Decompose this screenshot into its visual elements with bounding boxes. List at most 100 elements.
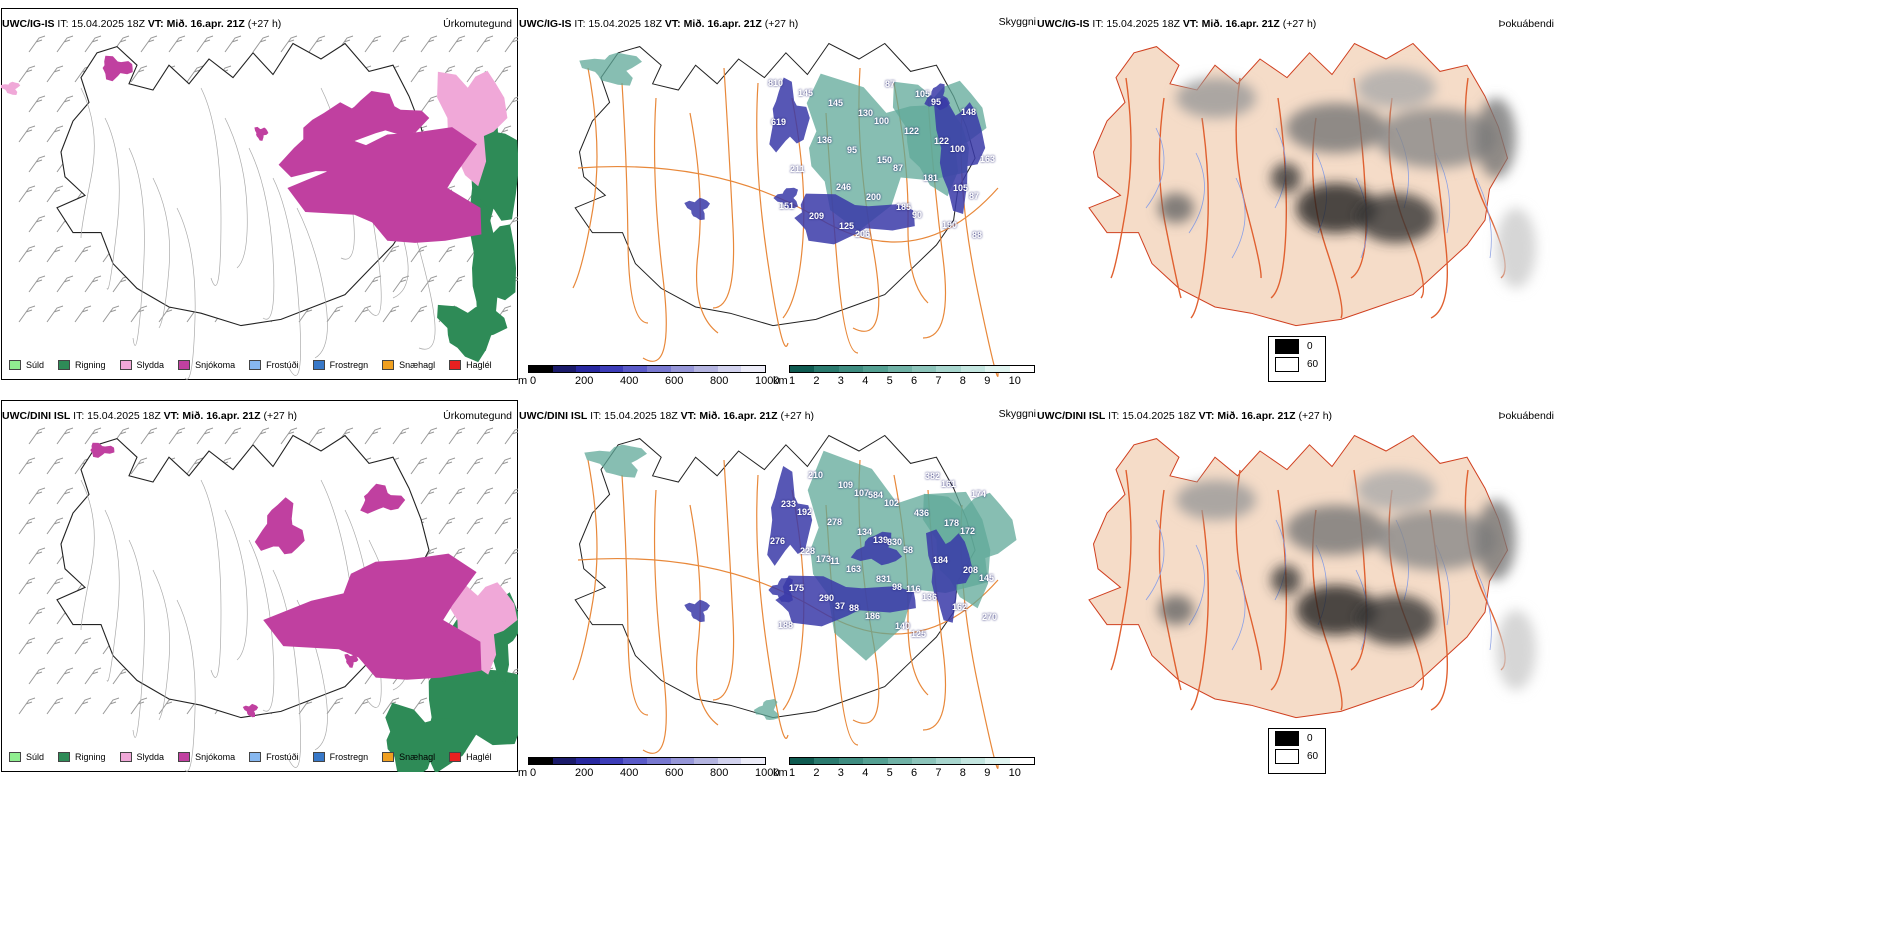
panel-title: UWC/IG-IS IT: 15.04.2025 18Z VT: Mið. 16… [519,18,798,30]
fog-indicator-panel: UWC/DINI ISL IT: 15.04.2025 18Z VT: Mið.… [1036,400,1556,772]
colorbar-tick: 8 [959,767,966,779]
cloud-base-value: 105 [953,183,969,193]
colorbar-tick: 600 [665,767,684,779]
legend-swatch [58,360,71,370]
cloud-base-value: 192 [797,507,813,517]
colorbar-tick: 200 [575,767,594,779]
legend-item: 60 [1269,747,1325,765]
panel-title: UWC/DINI ISL IT: 15.04.2025 18Z VT: Mið.… [519,410,814,422]
legend-swatch [312,752,325,762]
lead-time: (+27 h) [263,410,298,422]
snow-area [344,653,359,668]
cloud-base-value: 102 [884,498,900,508]
colorbar-tick: 200 [575,375,594,387]
low-visibility-area [753,698,778,720]
legend-item: Slydda [119,360,164,370]
legend-item: Haglél [449,360,492,370]
panel-title: UWC/DINI ISL IT: 15.04.2025 18Z VT: Mið.… [1037,410,1332,422]
cloud-base-value: 200 [866,192,882,202]
cloud-base-value: 163 [846,564,862,574]
cloud-base-value: 208 [963,565,979,575]
colorbar-tick: 10 [1008,375,1021,387]
colorbar-tick: 2 [813,767,820,779]
model-name: UWC/IG-IS [2,18,55,30]
cloud-base-value: 58 [903,545,914,555]
cloud-base-value: 100 [950,144,966,154]
legend-item: Frostregn [312,360,368,370]
legend-item: Rigning [58,752,106,762]
snow-area [287,127,482,243]
panel-title: UWC/IG-IS IT: 15.04.2025 18Z VT: Mið. 16… [2,18,281,30]
colorbar-tick: 0 [530,767,537,779]
legend-label: Súld [26,360,45,370]
cloud-base-area [926,529,973,623]
lead-time: (+27 h) [1298,410,1333,422]
cloud-base-value: 163 [980,154,996,164]
legend-label: Haglél [466,752,492,762]
cloud-base-colorbar: m 0 200 400 600 800 1000 [518,757,779,786]
legend-item: Snæhagl [382,752,435,762]
cloud-base-value: 162 [952,602,968,612]
model-name: UWC/IG-IS [1037,18,1090,30]
cloud-base-value: 145 [828,98,844,108]
fog-indicator-panel: UWC/IG-IS IT: 15.04.2025 18Z VT: Mið. 16… [1036,8,1556,380]
cloud-visibility-panel: 125 98 139 107 37 173 192 188 145 172 161 136 58 102 1… [518,400,1036,786]
precip-title: Úrkomutegund [443,18,512,30]
cloud-base-value: 276 [770,536,786,546]
fog-shading [1158,470,1536,690]
model-name: UWC/DINI ISL [2,410,71,422]
cloud-base-value: 122 [904,126,920,136]
low-visibility-area [579,52,642,86]
legend-swatch [119,360,132,370]
legend-swatch [1275,730,1299,746]
sleet-area [1,81,21,95]
cloud-base-value: 210 [808,470,824,480]
cloud-base-value: 107 [854,488,870,498]
cloud-base-value: 125 [911,629,927,639]
cloud-base-value: 140 [895,621,911,631]
cloud-base-value: 619 [771,117,787,127]
precip-legend: Súld Rigning Slydda Snjókoma Frostúði Frostre… [9,360,506,370]
cloud-base-value: 87 [969,191,980,201]
cloud-base-value: 148 [961,107,977,117]
legend-item: 60 [1269,355,1325,373]
rain-area [437,304,508,363]
precip-map [18,427,518,772]
cloud-base-value: 90 [912,210,923,220]
cloud-base-value: 87 [893,163,904,173]
cloud-base-value: 810 [768,78,784,88]
init-time: IT: 15.04.2025 18Z [57,18,145,30]
cloud-title: Skyggni [998,16,1036,28]
legend-swatch [9,360,21,370]
colorbar-tick: 4 [862,375,869,387]
cloud-base-value: 584 [868,490,884,500]
cloud-base-area [773,187,798,209]
colorbar-tick: 9 [984,375,991,387]
cloud-base-area [769,77,810,153]
cloud-base-value: 270 [982,612,998,622]
cloud-base-area [794,193,915,245]
cloud-base-area [933,97,986,214]
cloud-base-value: 150 [877,155,893,165]
legend-swatch [312,360,325,370]
cloud-base-value: 95 [931,97,942,107]
legend-swatch [1275,748,1299,764]
model-name: UWC/DINI ISL [519,410,588,422]
cloud-base-value: 130 [858,108,874,118]
legend-label: Frostúði [266,360,299,370]
colorbar-tick: 10 [1008,767,1021,779]
init-time: IT: 15.04.2025 18Z [590,410,678,422]
lead-time: (+27 h) [780,410,815,422]
cloud-base-value: 382 [925,471,941,481]
low-visibility-area [584,444,647,478]
cloud-base-area [850,531,902,566]
valid-time: Mið. 16.apr. 21Z [166,18,245,30]
cloud-base-area [684,197,710,221]
precip-type-panel: UWC/IG-IS IT: 15.04.2025 18Z VT: Mið. 16… [1,8,518,380]
cloud-base-area [684,599,710,623]
cloud-base-value: 290 [819,593,835,603]
cloud-base-value: 186 [865,611,881,621]
snow-area [360,483,406,514]
valid-time: Mið. 16.apr. 21Z [699,410,778,422]
legend-swatch [1275,356,1299,372]
